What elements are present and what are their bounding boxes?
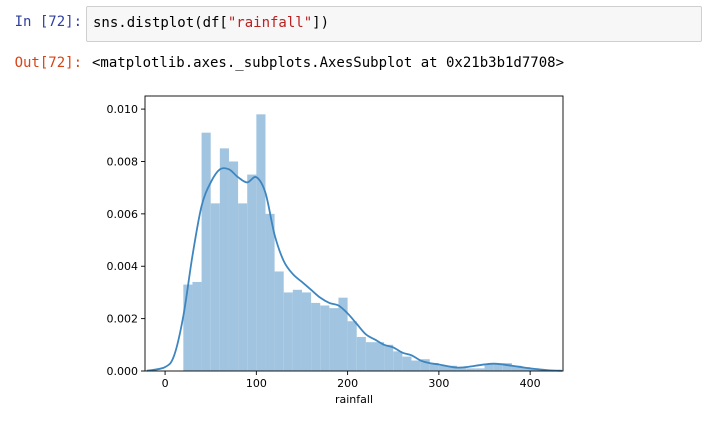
x-axis-label: rainfall	[335, 393, 373, 406]
hist-bar	[475, 368, 485, 371]
code-string: "rainfall"	[227, 15, 313, 31]
y-tick-label: 0.008	[107, 155, 139, 168]
hist-bar	[356, 336, 366, 371]
hist-bar	[393, 351, 403, 371]
y-tick-label: 0.010	[107, 103, 139, 116]
hist-bar	[329, 308, 339, 371]
hist-bar	[457, 367, 467, 371]
hist-bar	[274, 271, 284, 371]
hist-bar	[521, 367, 531, 371]
hist-bar	[183, 284, 193, 371]
code-line[interactable]: sns.distplot(df["rainfall"])	[93, 15, 329, 31]
hist-bar	[384, 344, 394, 371]
hist-bar	[292, 289, 302, 371]
hist-bar	[283, 292, 293, 371]
distplot-chart: 0 100 200 300 400 0.000 0.002 0.004 0.006 0.008 0.…	[107, 95, 564, 406]
x-tick-label: 100	[246, 377, 267, 390]
hist-bar	[420, 359, 430, 371]
x-tick-label: 400	[520, 377, 541, 390]
hist-bar	[365, 342, 375, 371]
hist-bar	[201, 132, 211, 371]
y-tick-label: 0.002	[107, 313, 139, 326]
code-input-area[interactable]: sns.distplot(df["rainfall"])	[86, 6, 702, 42]
hist-bar	[402, 356, 412, 371]
code-suffix: ])	[312, 15, 330, 31]
hist-bar	[429, 363, 439, 371]
x-tick-label: 200	[337, 377, 358, 390]
x-tick-label: 300	[428, 377, 449, 390]
hist-bar	[484, 364, 494, 371]
hist-bar	[247, 174, 257, 371]
y-tick-label: 0.004	[107, 260, 139, 273]
x-tick-label: 0	[162, 377, 169, 390]
hist-bar	[374, 342, 385, 371]
hist-bar	[320, 305, 330, 371]
hist-bar	[228, 161, 239, 371]
kde-line	[146, 167, 563, 372]
y-tick-label: 0.000	[107, 365, 139, 378]
hist-bar	[265, 213, 275, 371]
hist-bar	[311, 302, 321, 371]
y-tick-label: 0.006	[107, 208, 139, 221]
hist-bar	[438, 365, 449, 371]
hist-bar	[338, 297, 348, 371]
hist-bar	[411, 360, 421, 371]
hist-bar	[210, 203, 220, 371]
hist-bar	[256, 114, 266, 371]
input-prompt: In [72]:	[14, 14, 82, 30]
output-prompt: Out[72]:	[14, 55, 82, 71]
code-prefix: sns.distplot(df[	[93, 15, 228, 31]
hist-bar	[448, 365, 458, 371]
axes-frame	[144, 95, 564, 372]
hist-bar	[301, 292, 312, 371]
hist-bar	[219, 148, 229, 371]
hist-bar	[238, 203, 248, 371]
hist-bar	[192, 281, 202, 371]
hist-bar	[493, 363, 503, 371]
hist-bar	[511, 365, 522, 371]
hist-bar	[502, 363, 512, 371]
hist-bar	[466, 368, 476, 371]
output-repr-text: <matplotlib.axes._subplots.AxesSubplot a…	[92, 55, 565, 71]
hist-bar	[347, 321, 357, 371]
